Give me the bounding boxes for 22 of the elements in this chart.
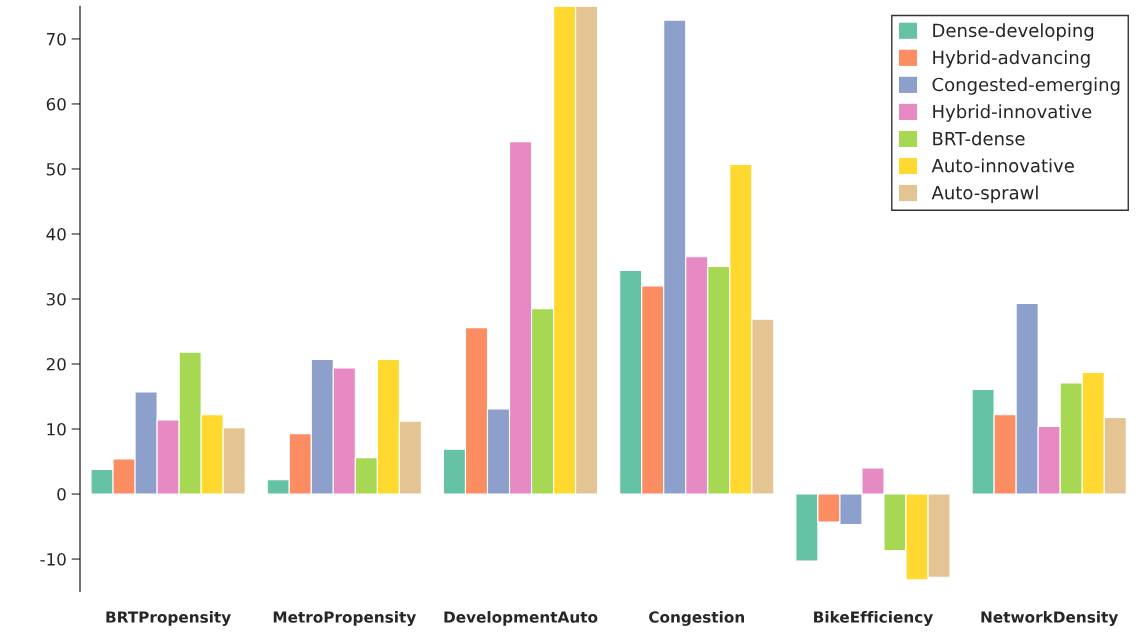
y-tick-label: 60 — [46, 97, 66, 111]
legend-label: BRT-dense — [933, 131, 1025, 146]
x-tick-label: Congestion — [649, 611, 744, 626]
x-tick-label: NetworkDensity — [981, 611, 1119, 626]
x-tick-label: DevelopmentAuto — [444, 611, 598, 626]
legend-label: Congested-emerging — [932, 77, 1120, 95]
y-tick-label: 20 — [46, 357, 66, 371]
y-tick-label: 10 — [47, 422, 66, 436]
y-tick-label: 0 — [57, 488, 66, 501]
y-tick-label: 30 — [46, 292, 66, 306]
legend-label: Auto-innovative — [931, 158, 1074, 173]
y-tick-label: 40 — [46, 227, 66, 241]
x-tick-label: BikeEfficiency — [814, 611, 933, 626]
y-tick-label: -10 — [40, 553, 66, 566]
legend-label: Hybrid-innovative — [933, 104, 1092, 122]
legend-label: Hybrid-advancing — [933, 50, 1090, 68]
x-tick-label: MetroPropensity — [273, 611, 416, 626]
y-tick-label: 50 — [46, 162, 66, 176]
legend-label: Dense-developing — [933, 23, 1094, 41]
x-tick-label: BRTPropensity — [106, 611, 231, 626]
legend-label: Auto-sprawl — [931, 185, 1038, 203]
y-tick-label: 70 — [46, 32, 66, 46]
